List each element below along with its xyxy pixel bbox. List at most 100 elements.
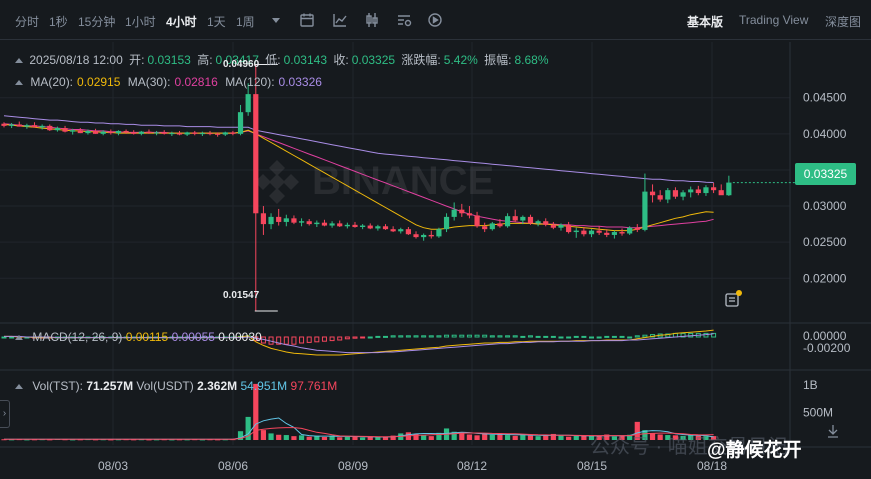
macd-hist-bar bbox=[627, 336, 633, 339]
vol-ma10-value: 97.761M bbox=[290, 379, 338, 393]
volume-bar bbox=[390, 435, 396, 440]
macd-hist-bar bbox=[466, 334, 472, 338]
volume-bar bbox=[131, 439, 137, 441]
expand-handle[interactable]: › bbox=[0, 400, 10, 428]
volume-bar bbox=[70, 439, 76, 441]
candle-body bbox=[482, 226, 488, 230]
macd-legend: MACD(12, 26, 9) 0.00115 0.00055 0.00030 bbox=[15, 330, 262, 344]
open-label: 开: bbox=[129, 53, 145, 67]
amplitude-label: 振幅: bbox=[484, 53, 512, 67]
volume-bar bbox=[710, 436, 717, 440]
volume-bar bbox=[459, 433, 465, 440]
candle-body bbox=[115, 130, 122, 134]
volume-bar bbox=[62, 439, 68, 441]
candle-body bbox=[497, 223, 503, 227]
candle-body bbox=[291, 218, 297, 223]
replay-icon[interactable] bbox=[426, 11, 444, 29]
view-tradingview[interactable]: Trading View bbox=[739, 13, 809, 27]
volume-bar bbox=[527, 435, 534, 440]
collapse-caret-icon[interactable] bbox=[15, 384, 23, 390]
candle-body bbox=[665, 190, 671, 200]
price-tick-label: 0.04500 bbox=[803, 91, 847, 105]
candle-body bbox=[176, 133, 183, 135]
macd-hist-bar bbox=[398, 335, 404, 338]
candle-body bbox=[268, 216, 274, 225]
macd-hist-bar bbox=[558, 336, 564, 339]
timeframe-1w[interactable]: 1周 bbox=[236, 15, 255, 29]
change-label: 涨跌幅: bbox=[401, 53, 441, 67]
macd-hist-bar bbox=[329, 336, 335, 342]
collapse-caret-icon[interactable] bbox=[15, 80, 23, 86]
ma20-path bbox=[3, 123, 714, 232]
candle-body bbox=[260, 213, 267, 225]
volume-bar bbox=[337, 437, 343, 440]
download-icon bbox=[828, 425, 838, 438]
volume-bar bbox=[306, 436, 312, 440]
volume-ma-lines bbox=[4, 417, 714, 440]
volume-bar bbox=[184, 439, 190, 441]
volume-bar bbox=[634, 421, 640, 440]
chevron-down-icon[interactable] bbox=[267, 11, 285, 29]
candle-body bbox=[329, 223, 335, 226]
price-tick-label: 0.02000 bbox=[803, 271, 847, 285]
volume-bar bbox=[543, 434, 549, 440]
macd-hist-bar bbox=[543, 335, 549, 338]
view-basic[interactable]: 基本版 bbox=[687, 15, 724, 29]
close-label: 收: bbox=[333, 53, 349, 67]
candle-body bbox=[39, 125, 45, 128]
macd-hist-bar bbox=[283, 336, 289, 345]
candle-body bbox=[337, 223, 343, 227]
candle-body bbox=[344, 224, 350, 227]
macd-hist-bar bbox=[1, 336, 7, 339]
candlestick-icon[interactable] bbox=[363, 11, 381, 29]
timeframe-1s[interactable]: 1秒 bbox=[49, 15, 68, 29]
macd-axis: 0.00000-0.00200 bbox=[803, 329, 851, 355]
timeframe-15m[interactable]: 15分钟 bbox=[78, 15, 116, 29]
volume-bar bbox=[474, 435, 480, 440]
close-value: 0.03325 bbox=[351, 53, 396, 67]
timeframe-1d[interactable]: 1天 bbox=[207, 15, 226, 29]
time-axis: 08/03 08/06 08/09 08/12 08/15 08/18 bbox=[98, 459, 727, 473]
ohlc-legend: 2025/08/18 12:00 开: 0.03153 高: 0.03417 低: 0… bbox=[15, 51, 552, 68]
ma20-value: 0.02915 bbox=[77, 75, 121, 89]
view-depth[interactable]: 深度图 bbox=[825, 15, 862, 29]
collapse-caret-icon[interactable] bbox=[15, 58, 23, 64]
macd-hist-bar bbox=[428, 335, 434, 338]
volume-bar bbox=[276, 434, 282, 440]
macd-hist-bar bbox=[680, 332, 686, 338]
candle-body bbox=[85, 130, 91, 134]
candle-body bbox=[657, 195, 663, 200]
candle-body bbox=[138, 131, 144, 134]
candle-body bbox=[237, 112, 244, 134]
ma120-line bbox=[3, 115, 714, 183]
time-tick-label: 08/09 bbox=[338, 459, 368, 473]
candle-body bbox=[192, 132, 198, 134]
macd-hist-bar bbox=[634, 335, 640, 338]
candle-body bbox=[634, 227, 640, 230]
macd-hist-bar bbox=[375, 335, 381, 338]
candle-body bbox=[62, 128, 68, 132]
volume-bar bbox=[703, 436, 709, 440]
calendar-icon[interactable] bbox=[298, 11, 316, 29]
high-label: 高: bbox=[197, 53, 213, 67]
ma30-label: MA(30): bbox=[127, 75, 171, 89]
volume-bar bbox=[360, 437, 366, 440]
macd-hist-bar bbox=[573, 335, 579, 338]
candle-body bbox=[504, 216, 511, 227]
volume-bar bbox=[665, 435, 671, 440]
macd-hist-bar bbox=[535, 335, 541, 338]
candle-body bbox=[710, 187, 717, 191]
candle-body bbox=[512, 216, 518, 221]
timeframe-4h[interactable]: 4小时 bbox=[166, 15, 197, 29]
collapse-caret-icon[interactable] bbox=[15, 335, 23, 341]
indicator-settings-icon[interactable] bbox=[395, 11, 413, 29]
ma120-value: 0.03326 bbox=[278, 75, 322, 89]
volume-ma10-path bbox=[4, 427, 714, 440]
news-icon[interactable] bbox=[724, 290, 742, 308]
volume-bar bbox=[550, 433, 556, 440]
timeframe-1h[interactable]: 1小时 bbox=[125, 15, 156, 29]
volume-bar bbox=[451, 431, 457, 440]
timeframe-time-sharing[interactable]: 分时 bbox=[15, 15, 40, 29]
chart-line-icon[interactable] bbox=[331, 11, 349, 29]
